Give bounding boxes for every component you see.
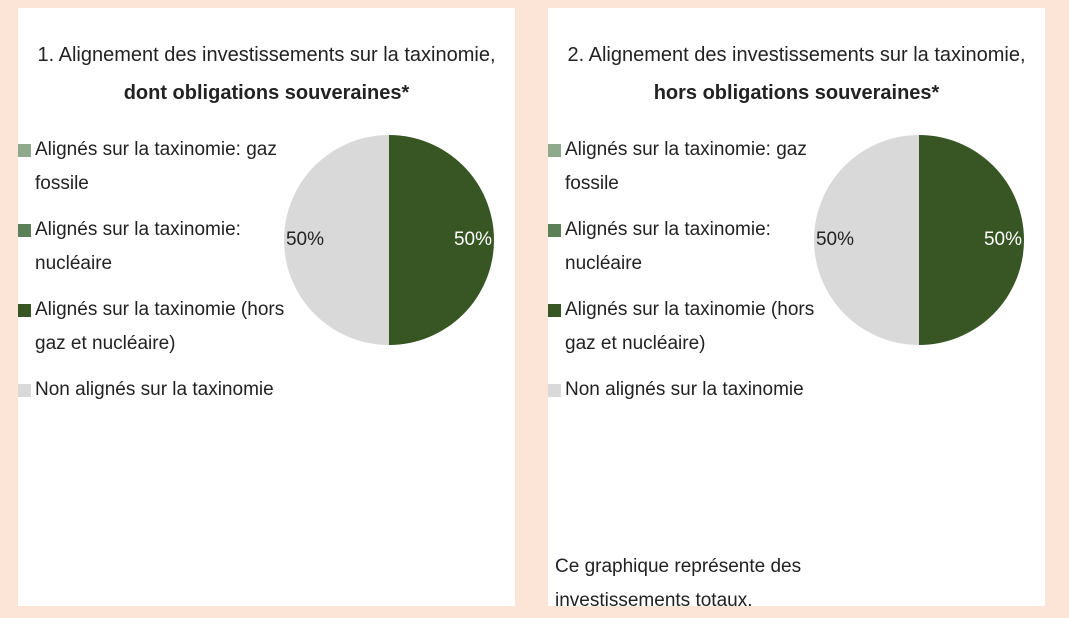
pie-slice	[814, 135, 919, 345]
legend-label: Alignés sur la taxinomie (hors gaz et nu…	[35, 299, 285, 354]
legend-item: Non alignés sur la taxinomie	[18, 373, 285, 407]
legend-label: Non alignés sur la taxinomie	[35, 379, 274, 400]
legend-label: Alignés sur la taxinomie: gaz fossile	[35, 139, 277, 194]
data-label: 50%	[984, 229, 1022, 250]
legend-label: Alignés sur la taxinomie: gaz fossile	[565, 139, 807, 194]
title-text: 2. Alignement des investissements sur la…	[567, 44, 1026, 66]
pie-chart: 50% 50%	[284, 135, 494, 345]
legend-swatch	[18, 144, 31, 157]
pie-slice	[919, 135, 1024, 345]
panel: 1. Alignement des investissements sur la…	[18, 8, 515, 606]
legend-label: Non alignés sur la taxinomie	[565, 379, 804, 400]
panel: 2. Alignement des investissements sur la…	[548, 8, 1045, 611]
note: Ce graphique représente des investisseme…	[555, 556, 802, 611]
legend-label: Alignés sur la taxinomie (hors gaz et nu…	[565, 299, 815, 354]
legend-swatch	[18, 384, 31, 397]
data-label: 50%	[454, 229, 492, 250]
legend: Alignés sur la taxinomie: gaz fossile Ali…	[548, 133, 815, 419]
title-bold: dont obligations souveraines*	[123, 82, 410, 104]
pie-slice	[389, 135, 494, 345]
data-label: 50%	[286, 229, 324, 250]
legend-swatch	[18, 224, 31, 237]
legend-item: Alignés sur la taxinomie: gaz fossile	[18, 133, 285, 201]
pie-slice	[284, 135, 389, 345]
legend-item: Alignés sur la taxinomie: nucléaire	[18, 213, 285, 281]
legend-swatch	[548, 384, 561, 397]
legend-swatch	[548, 144, 561, 157]
legend: Alignés sur la taxinomie: gaz fossile Ali…	[18, 133, 285, 419]
chart-title: 1. Alignement des investissements sur la…	[18, 36, 515, 112]
legend-item: Alignés sur la taxinomie (hors gaz et nu…	[18, 293, 285, 361]
chart-title: 2. Alignement des investissements sur la…	[548, 36, 1045, 112]
legend-label: Alignés sur la taxinomie: nucléaire	[565, 219, 771, 274]
legend-item: Alignés sur la taxinomie: nucléaire	[548, 213, 815, 281]
legend-item: Alignés sur la taxinomie: gaz fossile	[548, 133, 815, 201]
pie-chart: 50% 50%	[814, 135, 1024, 345]
legend-swatch	[548, 304, 561, 317]
legend-item: Alignés sur la taxinomie (hors gaz et nu…	[548, 293, 815, 361]
legend-swatch	[18, 304, 31, 317]
legend-label: Alignés sur la taxinomie: nucléaire	[35, 219, 241, 274]
title-bold: hors obligations souveraines*	[653, 82, 940, 104]
title-text: 1. Alignement des investissements sur la…	[37, 44, 496, 66]
legend-swatch	[548, 224, 561, 237]
legend-item: Non alignés sur la taxinomie	[548, 373, 815, 407]
data-label: 50%	[816, 229, 854, 250]
